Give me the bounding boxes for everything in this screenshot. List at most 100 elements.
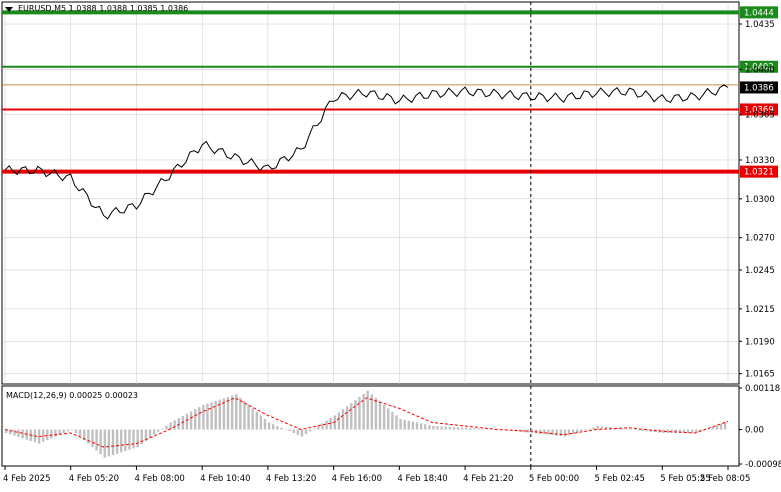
resistance-level-tag	[740, 60, 778, 73]
macd-histogram-bar	[633, 429, 636, 431]
macd-histogram-bar	[128, 429, 131, 450]
macd-histogram-bar	[596, 426, 599, 430]
macd-histogram-bar	[341, 409, 345, 430]
resistance-level-label: 1.0402	[744, 63, 774, 73]
macd-histogram-bar	[424, 424, 427, 430]
macd-histogram-bar	[284, 429, 287, 431]
macd-histogram-bar	[666, 429, 669, 434]
macd-histogram-bar	[206, 403, 209, 430]
macd-histogram-bar	[251, 408, 254, 430]
time-tick-label: 5 Feb 05:25	[660, 474, 710, 484]
macd-histogram-bar	[576, 429, 579, 433]
macd-panel-frame	[1, 385, 740, 467]
macd-histogram-bar	[66, 429, 70, 432]
macd-histogram-bar	[436, 426, 439, 430]
macd-histogram-bar	[600, 426, 604, 430]
macd-histogram-bar	[272, 424, 275, 430]
macd-histogram-bar	[387, 408, 390, 430]
macd-histogram-bar	[407, 420, 410, 430]
macd-histogram-bar	[358, 396, 361, 430]
price-tick-label: 1.0365	[745, 111, 775, 121]
macd-histogram-bar	[559, 429, 562, 437]
macd-histogram-bar	[185, 413, 189, 430]
macd-title: MACD(12,26,9) 0.00025 0.00023	[6, 391, 139, 400]
macd-histogram-bar	[136, 429, 139, 448]
macd-histogram-bar	[115, 429, 119, 454]
macd-histogram-bar	[699, 429, 702, 432]
macd-histogram-bar	[460, 427, 464, 430]
macd-histogram-bar	[46, 429, 49, 441]
macd-histogram-bar	[263, 418, 267, 430]
macd-histogram-bar	[378, 401, 382, 430]
macd-histogram-bar	[132, 429, 135, 449]
macd-histogram-bar	[120, 429, 123, 453]
macd-histogram-bar	[691, 429, 694, 434]
resistance-level-label: 1.0444	[744, 8, 774, 18]
macd-histogram-bar	[83, 429, 86, 441]
time-tick-label: 4 Feb 21:20	[463, 474, 513, 484]
macd-histogram-bar	[617, 428, 620, 430]
macd-histogram-bar	[91, 429, 94, 448]
macd-histogram-bar	[296, 429, 300, 435]
macd-histogram-bar	[366, 390, 369, 430]
macd-histogram-bar	[465, 427, 468, 430]
macd-histogram-bar	[715, 425, 719, 430]
macd-histogram-bar	[198, 407, 201, 430]
macd-histogram-bar	[399, 418, 402, 430]
macd-histogram-bar	[193, 409, 197, 430]
macd-histogram-bar	[682, 429, 686, 434]
macd-histogram-bar	[481, 428, 484, 430]
macd-histogram-bar	[588, 428, 591, 430]
macd-histogram-bar	[41, 429, 45, 442]
macd-histogram-bar	[415, 422, 419, 430]
macd-histogram-bar	[522, 429, 526, 433]
price-tick-label: 1.0270	[745, 234, 775, 244]
macd-histogram-bar	[382, 404, 386, 430]
macd-histogram-bar	[391, 411, 394, 430]
macd-histogram-bar	[58, 429, 61, 435]
support-level-tag	[740, 103, 778, 116]
macd-histogram-bar	[78, 429, 82, 437]
macd-histogram-bar	[629, 429, 632, 431]
macd-histogram-bar	[140, 429, 143, 445]
price-tick-label: 1.0245	[745, 266, 775, 276]
macd-histogram-bar	[571, 429, 575, 434]
macd-histogram-bar	[477, 428, 480, 430]
macd-histogram-bar	[280, 427, 283, 430]
macd-histogram-bar	[485, 428, 489, 430]
macd-histogram-bar	[645, 429, 649, 432]
macd-histogram-bar	[70, 429, 74, 431]
macd-histogram-bar	[148, 429, 152, 438]
macd-histogram-bar	[230, 395, 234, 430]
macd-histogram-bar	[300, 429, 304, 437]
macd-histogram-bar	[165, 425, 168, 430]
macd-histogram-bar	[621, 428, 624, 430]
macd-histogram-bar	[54, 429, 57, 437]
main-chart-frame	[1, 1, 740, 385]
time-tick-label: 4 Feb 2025	[3, 474, 51, 484]
macd-histogram-bar	[707, 428, 710, 430]
support-level-label: 1.0369	[744, 105, 774, 115]
macd-histogram-bar	[218, 399, 222, 430]
macd-histogram-bar	[551, 429, 554, 436]
macd-histogram-bar	[87, 429, 90, 444]
price-tick-label: 1.0330	[745, 156, 775, 166]
macd-histogram-bar	[276, 426, 279, 430]
macd-histogram-bar	[226, 396, 230, 430]
macd-histogram-bar	[222, 398, 226, 430]
macd-tick-label: 0.00118	[745, 384, 780, 394]
macd-histogram-bar	[50, 429, 53, 439]
macd-tick-label: -0.00098	[745, 460, 781, 470]
macd-histogram-bar	[292, 429, 295, 434]
price-tick-label: 1.0435	[745, 20, 775, 30]
symbol-dropdown-icon[interactable]	[5, 7, 13, 12]
macd-histogram-bar	[469, 427, 472, 430]
macd-histogram-bar	[543, 429, 546, 435]
macd-histogram-bar	[13, 429, 16, 436]
macd-histogram-bar	[350, 403, 353, 430]
macd-histogram-bar	[539, 429, 542, 434]
macd-histogram-bar	[243, 401, 246, 430]
price-tick-label: 1.0165	[745, 370, 775, 380]
